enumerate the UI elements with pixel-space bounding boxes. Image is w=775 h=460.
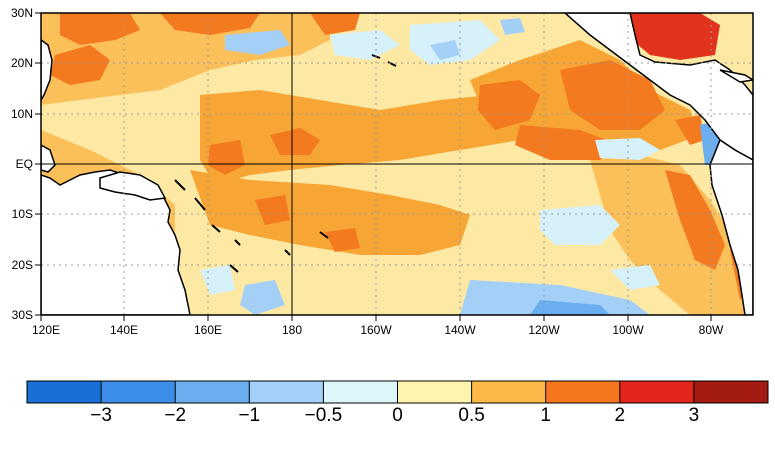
colorbar-swatch bbox=[619, 381, 695, 403]
colorbar-label: 0 bbox=[392, 405, 403, 426]
y-tick-label: 20S bbox=[12, 258, 33, 272]
anomaly-patch-center-4 bbox=[325, 228, 360, 252]
anomaly-cool-southwest bbox=[240, 280, 285, 315]
land-south-america bbox=[709, 138, 753, 315]
colorbar-label: 3 bbox=[689, 405, 700, 426]
colorbar-swatch bbox=[175, 381, 250, 403]
anomaly-patch-center-1 bbox=[270, 128, 320, 155]
anomaly-cool-southwest-2 bbox=[200, 265, 235, 295]
y-tick-label: 30N bbox=[11, 6, 33, 20]
anomaly-patch-center-2 bbox=[208, 140, 245, 175]
anomaly-patch-nw-3 bbox=[310, 13, 360, 35]
land-north-america bbox=[563, 13, 753, 161]
y-tick-label: 30S bbox=[12, 308, 33, 322]
x-tick-label: 180 bbox=[282, 323, 302, 337]
y-tick-label: 10N bbox=[11, 107, 33, 121]
anomaly-cool-north-5 bbox=[500, 18, 525, 35]
colorbar-label: 2 bbox=[615, 405, 626, 426]
land-philippines bbox=[41, 39, 53, 102]
x-tick-label: 80W bbox=[699, 323, 724, 337]
colorbar: −3 −2 −1 −0.5 0 0.5 1 2 3 bbox=[26, 380, 769, 426]
colorbar-swatch bbox=[101, 381, 176, 403]
anomaly-region-warm-east bbox=[590, 155, 753, 315]
colorbar-swatch bbox=[693, 381, 769, 403]
anomaly-patch-west-1 bbox=[50, 45, 110, 85]
x-tick-label: 100W bbox=[612, 323, 644, 337]
colorbar-label: 1 bbox=[540, 405, 551, 426]
anomaly-cool-north-2 bbox=[330, 30, 400, 60]
anomaly-patch-center-3 bbox=[255, 195, 290, 225]
colorbar-label: −1 bbox=[238, 405, 260, 426]
colorbar-swatch bbox=[397, 381, 473, 403]
anomaly-cool-south-2 bbox=[460, 280, 650, 315]
x-tick-label: 120W bbox=[528, 323, 560, 337]
colorbar-swatch bbox=[249, 381, 324, 403]
y-tick-label: 20N bbox=[11, 56, 33, 70]
x-tick-label: 160W bbox=[360, 323, 392, 337]
anomaly-patch-nw-1 bbox=[60, 13, 140, 45]
x-tick-label: 140W bbox=[444, 323, 476, 337]
anomaly-region-warm-south bbox=[190, 170, 470, 255]
anomaly-patch-gulf bbox=[630, 13, 720, 60]
colorbar-label: 0.5 bbox=[458, 405, 484, 426]
anomaly-cool-north-1 bbox=[225, 30, 290, 55]
x-axis-labels: 120E 140E 160E 180 160W 140W 120W 100W 8… bbox=[32, 323, 724, 337]
anomaly-patch-east-coast bbox=[665, 170, 725, 270]
x-tick-label: 140E bbox=[110, 323, 138, 337]
y-tick-label: 10S bbox=[12, 207, 33, 221]
anomaly-cool-south-3 bbox=[530, 300, 610, 315]
colorbar-swatch bbox=[323, 381, 398, 403]
x-tick-label: 160E bbox=[194, 323, 222, 337]
colorbar-swatch bbox=[27, 381, 102, 403]
x-tick-label: 120E bbox=[32, 323, 60, 337]
anomaly-patch-ne-1 bbox=[478, 80, 540, 130]
land-borneo bbox=[41, 144, 56, 173]
anomaly-patch-nw-2 bbox=[160, 13, 260, 35]
colorbar-swatch bbox=[471, 381, 547, 403]
anomaly-patch-ne-3 bbox=[515, 125, 620, 160]
y-tick-label: EQ bbox=[16, 157, 33, 171]
anomaly-patch-ne-2 bbox=[560, 60, 665, 130]
y-axis-labels: 30N 20N 10N EQ 10S 20S 30S bbox=[11, 6, 33, 322]
colorbar-label: −0.5 bbox=[305, 405, 343, 426]
anomaly-region-warm-band bbox=[200, 90, 520, 185]
anomaly-cool-east-south bbox=[610, 265, 660, 290]
anomaly-patch-central-america bbox=[675, 115, 705, 145]
colorbar-label: −2 bbox=[164, 405, 186, 426]
colorbar-swatch bbox=[545, 381, 621, 403]
anomaly-cool-north-4 bbox=[430, 40, 460, 60]
tick-marks bbox=[35, 12, 712, 321]
anomaly-cool-south-1 bbox=[540, 205, 620, 245]
land-pacific-islands bbox=[174, 179, 329, 273]
land-cuba bbox=[719, 69, 753, 83]
land-new-guinea bbox=[99, 171, 167, 201]
anomaly-cool-east-eq bbox=[595, 138, 660, 160]
colorbar-label: −3 bbox=[90, 405, 112, 426]
